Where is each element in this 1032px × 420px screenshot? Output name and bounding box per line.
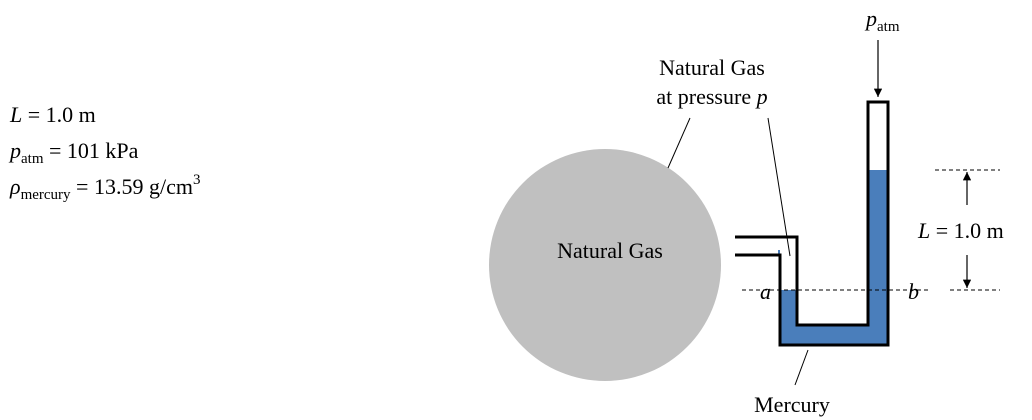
given-length: L = 1.0 m	[9, 102, 96, 127]
tank	[489, 149, 721, 381]
tank-label: Natural Gas	[557, 238, 663, 263]
given-pressure: patm = 101 kPa	[8, 138, 139, 167]
point-b: b	[908, 279, 919, 304]
leader-tank	[667, 117, 691, 169]
manometer	[735, 100, 890, 347]
mercury	[780, 170, 888, 345]
leader-gas	[767, 117, 791, 257]
top-label: patm	[864, 6, 900, 35]
height-label: L = 1.0 m	[917, 218, 1004, 243]
gas-label-2: at pressure p	[656, 84, 767, 109]
fluid-label: Mercury	[754, 392, 830, 417]
leader-mercury	[794, 349, 809, 386]
given-density: ρmercury = 13.59 g/cm3	[9, 172, 200, 203]
point-a: a	[760, 279, 771, 304]
gas-label-1: Natural Gas	[659, 55, 765, 80]
reference-lines	[742, 169, 1000, 291]
